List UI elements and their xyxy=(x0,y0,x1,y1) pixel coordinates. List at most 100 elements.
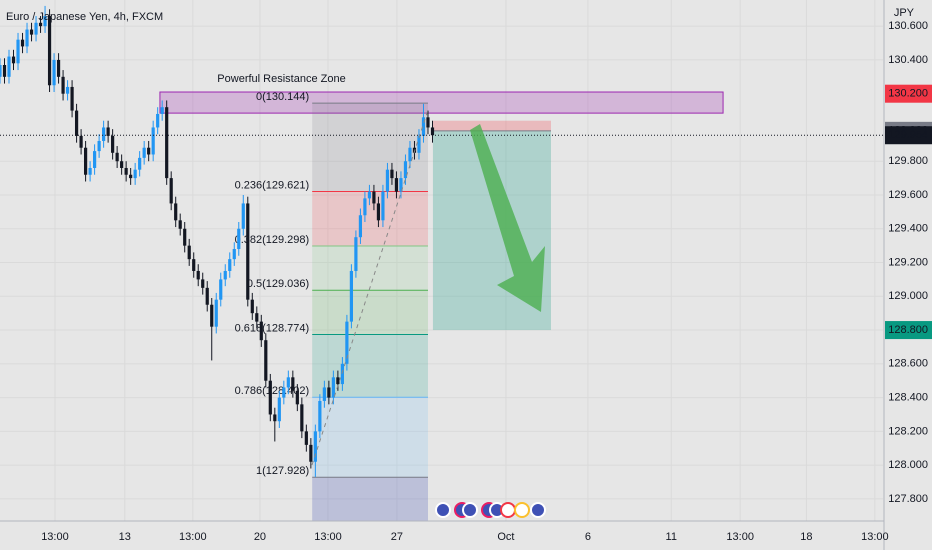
price-tag-label: 130.200 xyxy=(888,88,928,100)
candle-body xyxy=(219,279,223,300)
candle-body xyxy=(0,64,2,77)
candle-body xyxy=(174,203,178,221)
candles xyxy=(0,5,883,477)
candle-body xyxy=(331,377,335,398)
candle-body xyxy=(250,299,254,314)
y-tick-label: 129.800 xyxy=(888,155,928,167)
candle-body xyxy=(65,86,70,94)
candle-body xyxy=(56,59,61,77)
candle-body xyxy=(25,29,29,47)
y-tick-label: 129.400 xyxy=(888,223,928,235)
x-tick-label: 13:00 xyxy=(314,531,342,543)
candle-body xyxy=(336,377,340,385)
candle-body xyxy=(88,167,92,175)
y-tick-label: 128.000 xyxy=(888,459,928,471)
price-tag xyxy=(885,321,932,340)
candle-body xyxy=(291,377,295,391)
fib-label: 0.236(129.621) xyxy=(235,179,310,191)
fib-band xyxy=(312,397,428,478)
candle-body xyxy=(345,321,349,364)
candle-body xyxy=(399,178,403,192)
candle-body xyxy=(52,59,56,86)
y-tick-label: 129.200 xyxy=(888,256,928,268)
resistance-zone xyxy=(159,91,724,114)
fib-trend-line xyxy=(311,109,429,466)
candle-body xyxy=(273,414,277,422)
candle-body xyxy=(16,39,20,64)
candle-body xyxy=(417,135,421,153)
candle-body xyxy=(106,127,110,136)
price-tag-label: 129.954 xyxy=(888,129,928,141)
x-tick-label: 20 xyxy=(254,531,266,543)
x-tick-label: 13:00 xyxy=(726,531,754,543)
zones: Powerful Resistance Zone 0(130.144) 0.236(… xyxy=(159,73,724,521)
candle-body xyxy=(255,313,259,322)
candle-body xyxy=(363,198,367,216)
event-icon xyxy=(500,502,516,518)
candle-body xyxy=(214,299,218,327)
candle-body xyxy=(408,147,412,162)
y-tick-label: 129.000 xyxy=(888,290,928,302)
down-arrow xyxy=(470,124,545,312)
fib-band xyxy=(312,103,428,192)
x-tick-label: 11 xyxy=(666,531,677,543)
fib-band xyxy=(312,477,428,521)
candle-body xyxy=(151,127,155,155)
candle-body xyxy=(83,147,88,175)
candle-body xyxy=(367,191,372,199)
fib-band xyxy=(312,245,428,291)
candle-body xyxy=(142,147,146,158)
x-tick-label: 27 xyxy=(391,531,403,543)
candle-body xyxy=(354,237,358,271)
candle-body xyxy=(2,64,7,77)
candle-body xyxy=(358,215,363,238)
candle-body xyxy=(381,191,385,221)
candle-body xyxy=(300,404,304,432)
candle-body xyxy=(70,86,74,111)
fib-label: 0.618(128.774) xyxy=(235,322,310,334)
x-tick-label: 13:00 xyxy=(41,531,69,543)
candle-body xyxy=(102,127,106,141)
candle-body xyxy=(20,39,25,47)
candle-body xyxy=(178,220,182,229)
candle-body xyxy=(282,387,286,398)
y-tick-label: 127.800 xyxy=(888,493,928,505)
candle-body xyxy=(11,56,16,64)
price-tag xyxy=(885,84,932,103)
candle-body xyxy=(192,259,196,271)
candle-body xyxy=(38,22,43,27)
candle-body xyxy=(313,431,317,462)
event-icon xyxy=(435,502,451,518)
candle-body xyxy=(421,117,426,136)
y-tick-label: 130.400 xyxy=(888,54,928,66)
candle-body xyxy=(43,16,47,27)
chart-title: Euro / Japanese Yen, 4h, FXCM xyxy=(6,11,163,23)
currency-label: JPY xyxy=(894,7,915,19)
candle-body xyxy=(205,287,209,305)
candle-body xyxy=(376,203,381,221)
resistance-zone-label: Powerful Resistance Zone xyxy=(217,73,345,85)
y-tick-label: 129.600 xyxy=(888,189,928,201)
candle-body xyxy=(286,377,290,388)
candle-body xyxy=(147,147,151,155)
candle-body xyxy=(169,178,173,204)
candle-body xyxy=(390,169,394,179)
price-tag xyxy=(885,126,932,145)
candle-body xyxy=(129,174,133,179)
x-tick-label: Oct xyxy=(497,531,514,543)
candle-body xyxy=(47,16,52,86)
position-stop-zone xyxy=(432,120,551,131)
candle-body xyxy=(115,152,119,162)
candle-body xyxy=(385,169,390,192)
candle-body xyxy=(7,56,11,77)
price-tag-label: 128.800 xyxy=(888,324,928,336)
candle-body xyxy=(61,76,65,94)
y-tick-label: 128.200 xyxy=(888,425,928,437)
event-icon xyxy=(514,502,530,518)
fib-label: 0(130.144) xyxy=(256,91,309,103)
candle-body xyxy=(232,249,236,260)
candle-body xyxy=(304,431,308,445)
candle-body xyxy=(295,390,299,405)
